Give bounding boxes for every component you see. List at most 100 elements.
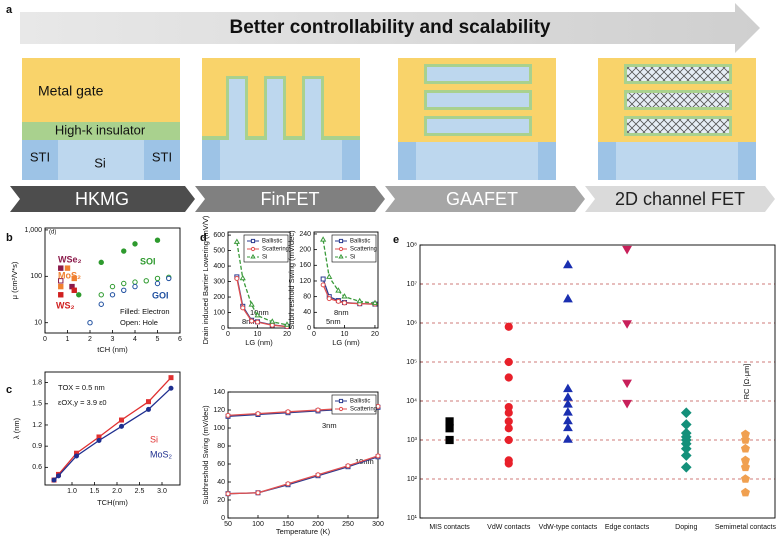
x-tick-label: Semimetal contacts <box>715 524 777 531</box>
x-tick-label: 10 <box>254 331 262 338</box>
y-tick-label: 10⁸ <box>406 242 417 249</box>
sti <box>342 140 360 180</box>
metal-gate <box>22 58 180 122</box>
sheet <box>427 119 529 133</box>
marker <box>338 246 344 252</box>
series-label: MoS₂ <box>58 270 81 280</box>
x-tick-label: 50 <box>224 521 232 528</box>
marker <box>563 259 573 269</box>
sti <box>398 142 416 180</box>
sheet <box>427 93 529 107</box>
layer-label: High-k insulator <box>55 122 146 137</box>
sheet <box>627 93 729 107</box>
stage-label: FinFET <box>260 189 319 209</box>
marker <box>338 238 344 244</box>
marker <box>74 453 79 459</box>
layer-label: Si <box>94 155 106 170</box>
sti <box>144 140 180 180</box>
marker <box>341 300 347 306</box>
marker <box>109 292 116 298</box>
marker <box>563 383 573 393</box>
legend-label: Ballistic <box>350 399 370 405</box>
y-tick-label: 10⁶ <box>406 320 417 327</box>
marker <box>320 282 326 288</box>
marker <box>154 275 161 282</box>
y-tick-label: 1,000 <box>24 227 42 234</box>
annotation: Open: Hole <box>120 318 158 327</box>
si <box>202 140 360 180</box>
y-tick-label: 240 <box>299 231 311 238</box>
y-tick-label: 0.6 <box>32 464 42 471</box>
marker <box>326 273 333 279</box>
x-tick-label: 20 <box>283 331 291 338</box>
y-tick-label: 10³ <box>407 437 418 444</box>
x-tick-label: 10 <box>341 331 349 338</box>
annotation: 8nm <box>334 308 349 317</box>
marker <box>225 412 231 418</box>
x-axis-label: LG (nm) <box>332 338 360 347</box>
marker <box>563 399 573 408</box>
marker <box>371 299 379 306</box>
y-tick-label: 80 <box>217 443 225 450</box>
marker <box>285 409 291 415</box>
x-tick-label: 200 <box>312 521 324 528</box>
marker <box>563 434 573 443</box>
plot-frame <box>227 231 291 329</box>
marker <box>98 301 104 307</box>
plot-frame <box>419 244 776 519</box>
series-label: GOI <box>152 290 169 300</box>
marker <box>56 473 61 479</box>
annotation: 10nm <box>250 308 269 317</box>
legend-label: Ballistic <box>262 239 282 245</box>
y-tick-label: 10 <box>34 320 42 327</box>
marker <box>71 275 77 282</box>
annotation: TOX = 0.5 nm <box>58 383 105 392</box>
marker <box>255 490 261 496</box>
marker <box>269 322 275 328</box>
x-tick-label: 3.0 <box>157 488 167 495</box>
y-tick-label: 1.2 <box>32 422 42 429</box>
marker <box>248 301 255 307</box>
x-tick-label: 3 <box>111 336 115 343</box>
x-tick-label: 1.5 <box>90 488 100 495</box>
marker <box>341 293 348 299</box>
y-axis-label: Subthreshold Swing (mV/dec) <box>287 230 296 330</box>
sti <box>22 140 58 180</box>
plot-frame <box>44 371 181 486</box>
marker <box>740 462 750 472</box>
y-tick-label: 40 <box>217 479 225 486</box>
y-tick-label: 400 <box>213 263 225 270</box>
y-axis-label: RC [Ω·μm] <box>742 364 751 400</box>
marker <box>119 423 124 429</box>
marker <box>504 408 513 417</box>
marker <box>338 253 344 259</box>
y-tick-label: 200 <box>213 294 225 301</box>
marker <box>269 318 276 324</box>
x-tick-label: 250 <box>342 521 354 528</box>
series-line <box>322 239 376 304</box>
x-tick-label: 2.0 <box>112 488 122 495</box>
y-tick-label: 0 <box>221 325 225 332</box>
sheet <box>627 119 729 133</box>
annotation: 3nm <box>322 421 337 430</box>
marker <box>98 292 104 298</box>
marker <box>283 321 291 327</box>
x-tick-label: 0 <box>226 331 230 338</box>
marker <box>240 305 246 311</box>
layer-label: STI <box>152 149 172 164</box>
marker <box>445 424 454 433</box>
arrow <box>20 3 760 53</box>
x-tick-label: 2 <box>88 336 92 343</box>
fin <box>267 79 283 140</box>
legend-label: Si <box>262 255 267 261</box>
legend-label: Ballistic <box>350 239 370 245</box>
fin <box>305 79 321 140</box>
y-tick-label: 60 <box>217 461 225 468</box>
marker <box>285 481 291 487</box>
y-axis-label: Subthreshold Swing (mV/dec) <box>201 405 210 505</box>
marker <box>740 435 750 444</box>
y-tick-label: 120 <box>213 407 225 414</box>
series-label: WS₂ <box>56 300 75 310</box>
y-tick-label: 20 <box>217 497 225 504</box>
